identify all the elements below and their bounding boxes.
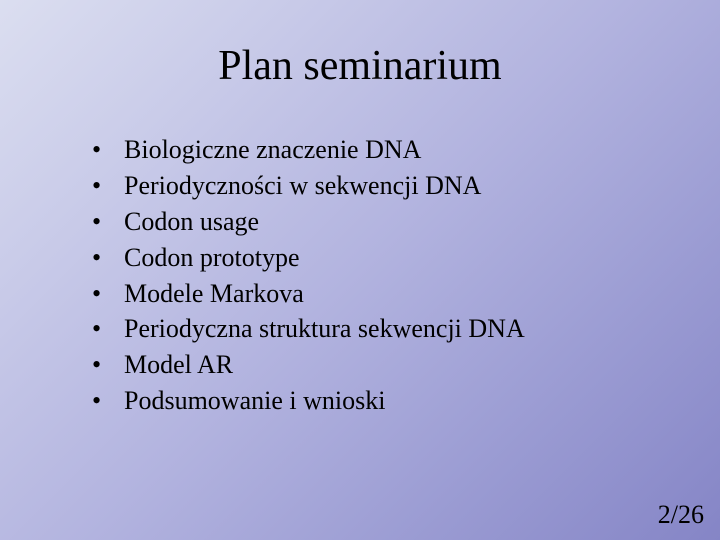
- list-item: Podsumowanie i wnioski: [92, 383, 660, 419]
- slide: Plan seminarium Biologiczne znaczenie DN…: [0, 0, 720, 540]
- list-item: Periodyczna struktura sekwencji DNA: [92, 311, 660, 347]
- list-item: Codon prototype: [92, 240, 660, 276]
- page-number: 2/26: [658, 500, 704, 530]
- list-item: Modele Markova: [92, 276, 660, 312]
- list-item: Model AR: [92, 347, 660, 383]
- list-item: Biologiczne znaczenie DNA: [92, 132, 660, 168]
- list-item: Periodyczności w sekwencji DNA: [92, 168, 660, 204]
- list-item: Codon usage: [92, 204, 660, 240]
- slide-title: Plan seminarium: [60, 42, 660, 90]
- bullet-list: Biologiczne znaczenie DNA Periodyczności…: [60, 132, 660, 419]
